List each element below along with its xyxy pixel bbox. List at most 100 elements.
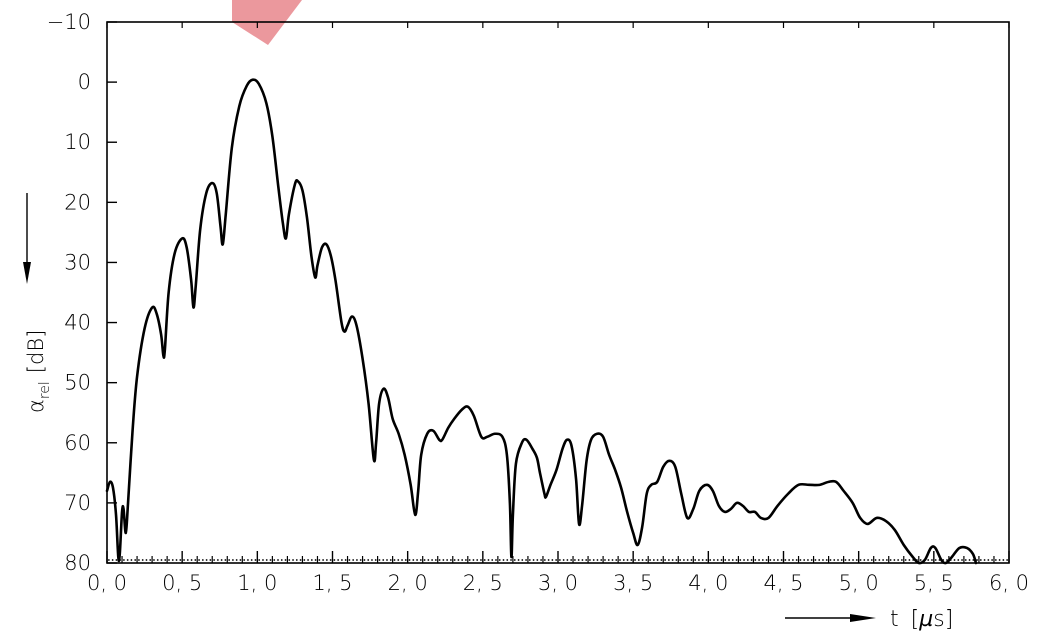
x-axis-dot [837, 559, 839, 561]
x-axis-dot [472, 559, 475, 561]
x-axis-dot [156, 559, 159, 561]
x-axis-dot [476, 559, 479, 561]
x-axis-arrowhead [850, 614, 876, 622]
x-axis-dot [250, 559, 253, 561]
x-axis-dot [378, 559, 381, 561]
x-axis-dot [979, 559, 982, 561]
x-axis-dot [874, 559, 877, 561]
x-axis-dot [201, 559, 204, 561]
x-axis-dot [107, 559, 110, 561]
x-axis-dot [145, 559, 148, 561]
x-axis-dot [232, 559, 234, 561]
x-axis-dot [525, 559, 527, 561]
y-tick-label: 10 [64, 130, 91, 154]
x-axis-dot [589, 559, 591, 561]
x-axis-dot [205, 559, 208, 561]
x-axis-dot [701, 559, 704, 561]
x-axis-dot [510, 559, 512, 561]
x-axis-dot [280, 559, 283, 561]
x-axis-dot [194, 559, 197, 561]
x-axis-dot [652, 559, 655, 561]
x-axis-dot [138, 559, 140, 561]
x-axis-dot [904, 559, 907, 561]
x-axis-dot [765, 559, 768, 561]
x-axis-dot [615, 559, 618, 561]
x-axis-dot [788, 559, 791, 561]
x-tick-label: 0, 0 [87, 571, 127, 595]
x-axis-dot [393, 559, 396, 561]
x-axis-dot [581, 559, 584, 561]
x-axis-dot [795, 559, 798, 561]
x-axis-dot [885, 559, 888, 561]
x-axis-dot [220, 559, 223, 561]
x-axis-dot [175, 559, 178, 561]
y-tick-label: 60 [64, 431, 91, 455]
x-axis-dot [919, 559, 922, 561]
y-tick-label: 70 [64, 491, 91, 515]
x-axis-dot [123, 559, 125, 561]
x-axis-dot [750, 559, 753, 561]
x-axis-dot [547, 559, 550, 561]
x-axis-dot [878, 559, 881, 561]
x-tick-label: 3, 5 [613, 571, 653, 595]
x-axis-dot [386, 559, 388, 561]
y-tick-label: 40 [64, 311, 91, 335]
x-axis-dot [404, 559, 407, 561]
x-axis-dot [254, 559, 257, 561]
x-axis-dot [540, 559, 542, 561]
x-axis-dot [412, 559, 415, 561]
y-tick-label: 0 [78, 70, 91, 94]
x-axis-dot [468, 559, 471, 561]
x-axis-dot [570, 559, 573, 561]
y-axis-label: αrel[dB] [23, 193, 53, 413]
x-axis-dot [513, 559, 516, 561]
x-axis-dot [111, 559, 114, 561]
x-axis-dot [558, 559, 561, 561]
x-axis-dot [882, 559, 884, 561]
x-axis-dot [690, 559, 693, 561]
x-axis-dot [171, 559, 174, 561]
y-tick-label: −10 [47, 10, 91, 34]
x-axis-dot [348, 559, 351, 561]
x-axis-dot [543, 559, 546, 561]
x-axis-dot [1002, 559, 1005, 561]
y-tick-label: 20 [64, 190, 91, 214]
x-axis-dot [863, 559, 866, 561]
x-axis-dot [964, 559, 967, 561]
x-tick-labels: 0, 0 0, 5 1, 0 1, 5 2, 0 2, 5 3, 0 3, 5 4, 0 4, 5… [87, 571, 1029, 595]
x-axis-dot [397, 559, 400, 561]
x-axis-label: t [µs] [785, 607, 953, 632]
x-axis-dot [401, 559, 403, 561]
x-axis-dot [604, 559, 606, 561]
x-axis-dot [664, 559, 667, 561]
x-axis-dot [532, 559, 535, 561]
x-tick-label: 1, 0 [237, 571, 277, 595]
x-axis-dot [239, 559, 242, 561]
x-axis-dot [814, 559, 817, 561]
x-axis-dot [626, 559, 629, 561]
x-axis-dot [310, 559, 313, 561]
x-axis-dot [153, 559, 155, 561]
x-axis-dot [408, 559, 411, 561]
x-axis-dot [337, 559, 340, 561]
x-axis-dot [746, 559, 749, 561]
x-axis-dot [427, 559, 430, 561]
x-axis-dot [374, 559, 377, 561]
x-axis-dot [637, 559, 640, 561]
x-axis-dot [998, 559, 1001, 561]
x-axis-dot [709, 559, 712, 561]
x-axis-dot [784, 559, 787, 561]
x-axis-dot [577, 559, 580, 561]
x-axis-dot [224, 559, 227, 561]
x-axis-dot [363, 559, 366, 561]
x-axis-dot [596, 559, 599, 561]
x-axis-dot [284, 559, 287, 561]
x-axis-dot [780, 559, 783, 561]
x-axis-dot [667, 559, 670, 561]
x-axis-dot [423, 559, 426, 561]
x-axis-dot [164, 559, 167, 561]
x-axis-dot [683, 559, 685, 561]
x-tick-marks [106, 22, 1010, 563]
x-axis-dot [844, 559, 847, 561]
x-axis-dot [198, 559, 200, 561]
